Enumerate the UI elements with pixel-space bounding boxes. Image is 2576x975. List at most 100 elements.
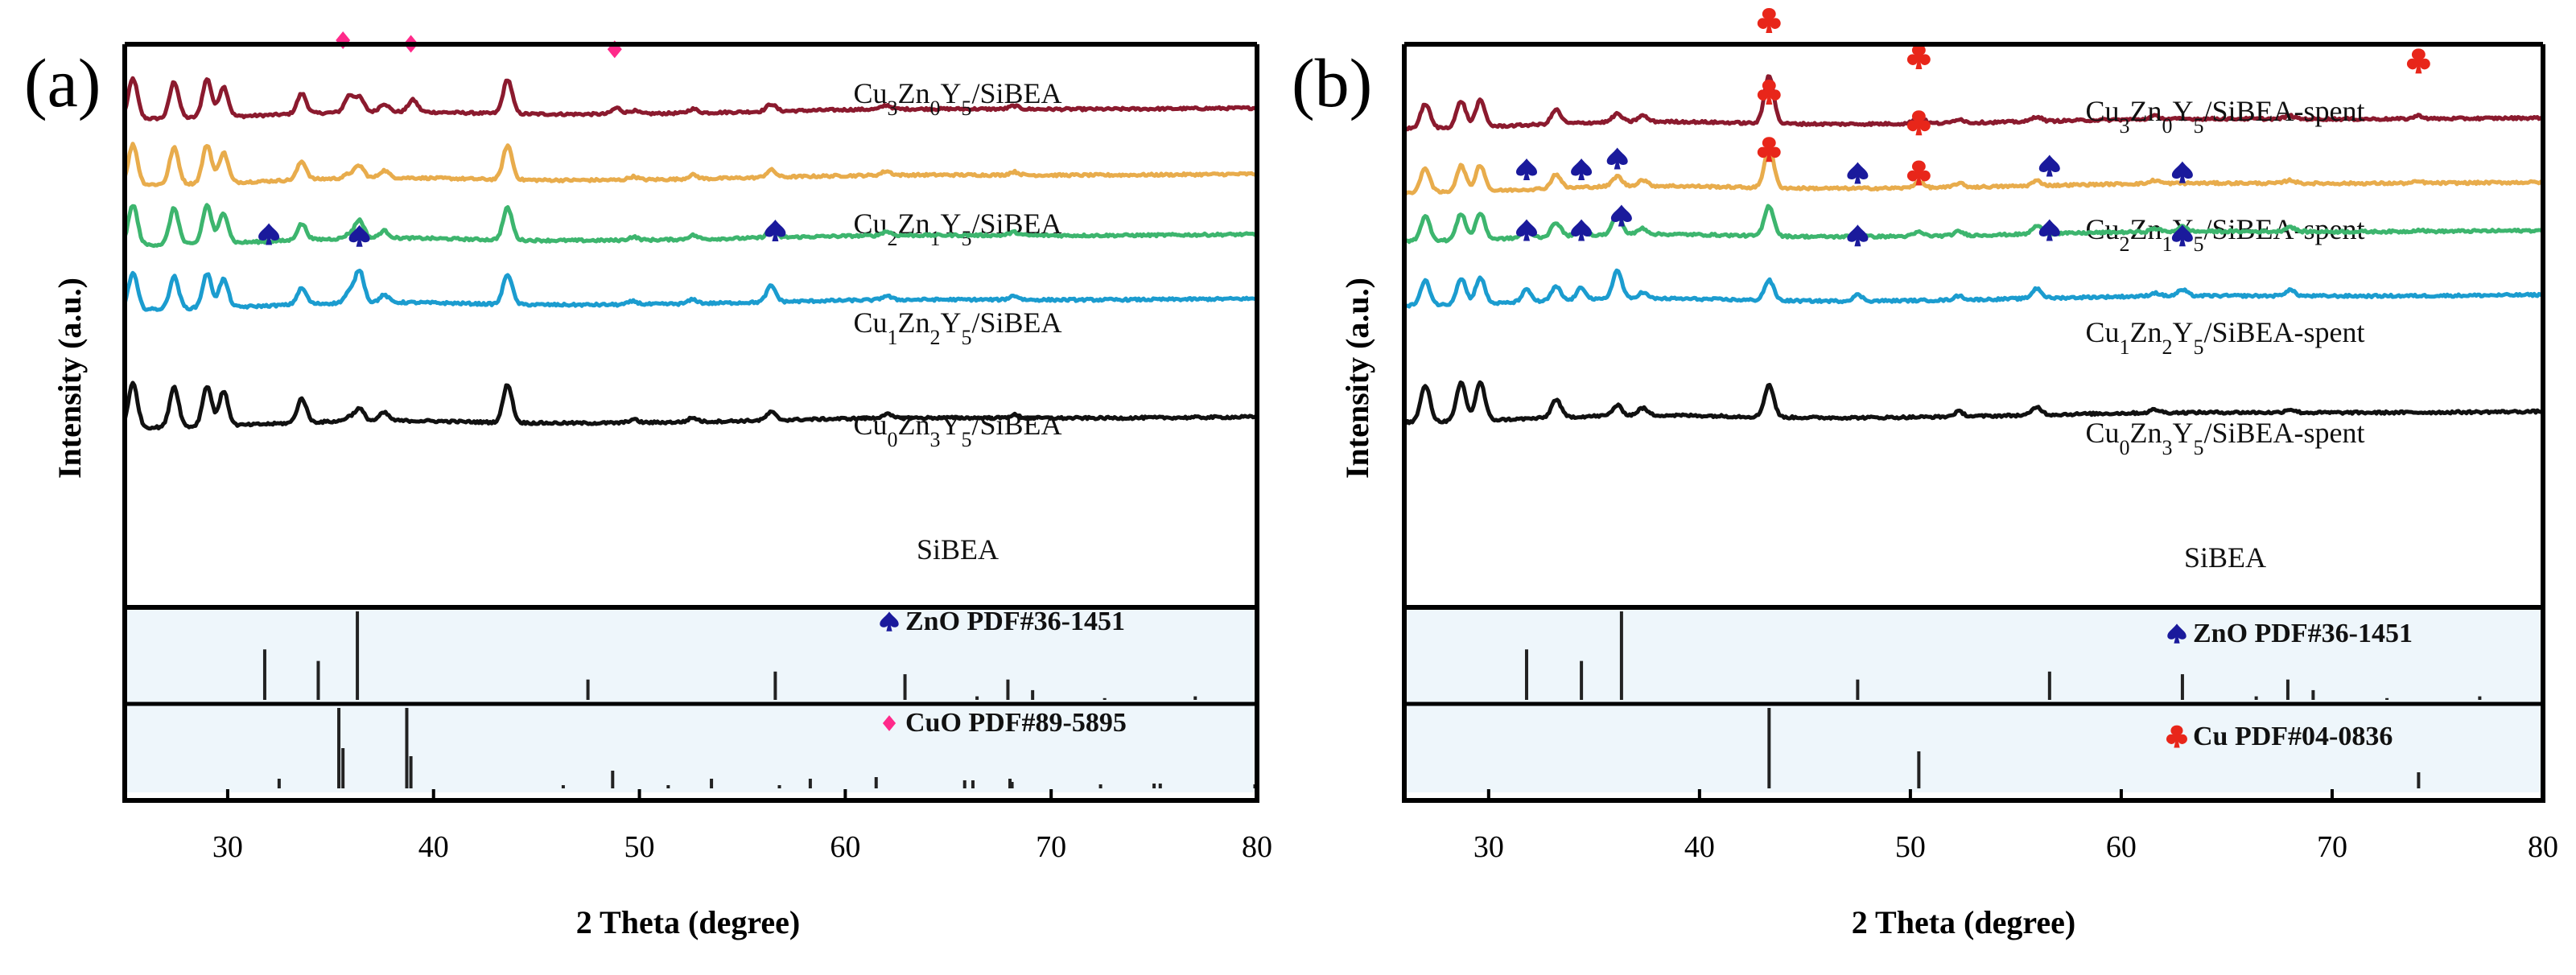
phase-marker-ZnO — [258, 223, 280, 245]
reference-area — [1404, 607, 2543, 704]
phase-marker-ZnO — [348, 224, 370, 247]
series-label-part: Y — [2173, 316, 2194, 348]
x-tick-label: 40 — [418, 830, 449, 864]
series-label-part: Cu — [853, 409, 887, 441]
x-tick-label: 60 — [2106, 830, 2137, 864]
series-label: SiBEA — [2184, 541, 2266, 574]
x-tick-label: 70 — [1036, 830, 1066, 864]
panel-b: (b) Intensity (a.u.) 2 Theta (degree) Cu… — [1292, 8, 2558, 940]
series-label-part: Zn — [2130, 316, 2162, 348]
series-label: Cu1Zn2Y5/SiBEA-spent — [2085, 316, 2364, 359]
series-curve — [1403, 146, 2544, 196]
phase-marker-ZnO — [1571, 158, 1593, 180]
series-label-part: Cu — [2085, 417, 2119, 449]
series-label-part: 2 — [2120, 232, 2130, 256]
y-axis-label: Intensity (a.u.) — [1339, 278, 1375, 479]
panel-label: (b) — [1292, 44, 1372, 121]
series-label-part: 0 — [887, 428, 897, 451]
series-label-part: Cu — [2085, 316, 2119, 348]
series-curve — [122, 269, 1257, 312]
phase-marker-ZnO — [2038, 154, 2060, 177]
series-curve — [1403, 74, 2544, 132]
series-label: Cu1Zn2Y5/SiBEA — [853, 306, 1061, 349]
series-label-part: 1 — [2120, 335, 2130, 359]
series-label-part: 5 — [2194, 436, 2204, 459]
series-curve — [122, 76, 1258, 121]
series-curve — [122, 203, 1258, 249]
phase-marker-Cu — [1906, 110, 1931, 136]
series-curve — [1403, 268, 2543, 309]
phase-marker-Cu — [1906, 160, 1931, 186]
x-tick-label: 40 — [1684, 830, 1715, 864]
reference-area — [1404, 704, 2543, 792]
series-label-part: /SiBEA — [971, 306, 1061, 339]
phase-marker-ZnO — [2038, 219, 2060, 241]
reference-area — [125, 704, 1257, 792]
series-label-part: 0 — [929, 97, 940, 120]
series-label-part: /SiBEA-spent — [2204, 95, 2365, 127]
series-label-part: /SiBEA — [971, 77, 1061, 109]
series-label-part: 3 — [929, 428, 940, 451]
phase-marker-ZnO — [765, 220, 786, 241]
reference-area — [125, 607, 1257, 704]
series-label-part: Cu — [2085, 213, 2119, 245]
series-label-part: 0 — [2120, 436, 2130, 459]
series-label-part: 3 — [2120, 114, 2130, 138]
panel-label: (a) — [24, 44, 101, 121]
reference-label: Cu PDF#04-0836 — [2193, 722, 2393, 751]
series-label-part: Y — [2173, 417, 2194, 449]
phase-marker-Cu — [1906, 44, 1931, 69]
series-curve — [122, 142, 1257, 187]
phase-marker-ZnO — [1610, 204, 1632, 227]
x-tick-label: 80 — [2528, 830, 2558, 864]
phase-marker-ZnO — [1606, 147, 1628, 170]
phase-marker-ZnO — [2171, 161, 2193, 183]
series-label-part: 2 — [887, 227, 897, 250]
series-label-part: Zn — [897, 409, 929, 441]
series-label-part: 3 — [2162, 436, 2173, 459]
series-label-part: 5 — [961, 326, 971, 349]
series-label-part: 1 — [2162, 232, 2173, 256]
y-axis-label: Intensity (a.u.) — [52, 278, 88, 479]
series-label-part: SiBEA — [917, 533, 999, 566]
panel-a: (a) Intensity (a.u.) 2 Theta (degree) Cu… — [24, 31, 1272, 940]
phase-marker-Cu — [1757, 80, 1781, 105]
legend-marker-Cu — [2166, 725, 2187, 748]
series-label-part: 1 — [929, 227, 940, 250]
x-tick-label: 50 — [1895, 830, 1926, 864]
phase-marker-ZnO — [1571, 219, 1593, 241]
reference-label: ZnO PDF#36-1451 — [905, 607, 1125, 636]
x-tick-label: 60 — [830, 830, 860, 864]
series-label-part: 5 — [2194, 335, 2204, 359]
series-label-part: 5 — [2194, 114, 2204, 138]
reference-label: ZnO PDF#36-1451 — [2193, 619, 2413, 648]
series-label-part: 5 — [961, 428, 971, 451]
series-label-part: 5 — [961, 227, 971, 250]
series-curve — [122, 381, 1257, 431]
series-label-part: Zn — [2130, 417, 2162, 449]
legend-marker-ZnO — [2167, 623, 2187, 644]
phase-marker-ZnO — [1516, 158, 1537, 180]
phase-marker-ZnO — [1847, 162, 1869, 184]
x-tick-label: 30 — [1473, 830, 1504, 864]
series-label-part: Cu — [2085, 95, 2119, 127]
series-label-part: Zn — [897, 306, 929, 339]
series-label-part: Y — [940, 77, 961, 109]
series-curve — [1403, 204, 2544, 245]
plot-area — [1404, 44, 2543, 607]
phase-marker-ZnO — [2171, 224, 2193, 247]
series-curve — [1403, 380, 2543, 426]
x-tick-label: 30 — [212, 830, 243, 864]
series-label: SiBEA — [917, 533, 999, 566]
x-tick-label: 70 — [2317, 830, 2347, 864]
plot-area — [125, 44, 1257, 607]
series-label-part: Zn — [2130, 95, 2162, 127]
x-tick-label: 80 — [1242, 830, 1272, 864]
series-label-part: 0 — [2162, 114, 2173, 138]
x-axis-label: 2 Theta (degree) — [1852, 904, 2075, 940]
series-label-part: 5 — [2194, 232, 2204, 256]
series-label: Cu0Zn3Y5/SiBEA-spent — [2085, 417, 2364, 459]
series-label-part: 3 — [887, 97, 897, 120]
phase-marker-ZnO — [1516, 219, 1537, 241]
reference-label: CuO PDF#89-5895 — [905, 708, 1127, 738]
